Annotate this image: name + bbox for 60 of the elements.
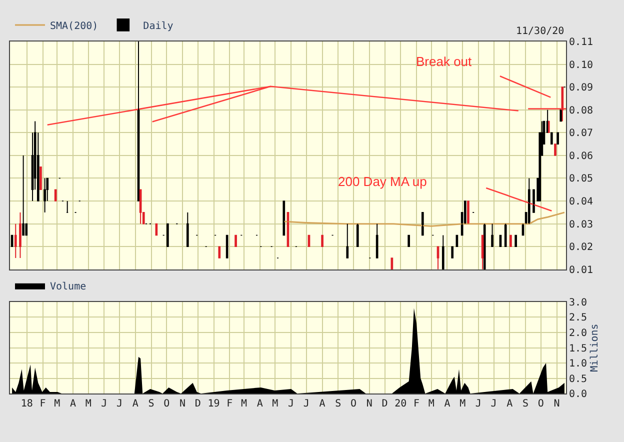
x-tick-label: J bbox=[475, 398, 482, 410]
x-tick-label: N bbox=[366, 398, 372, 410]
x-tick-label: M bbox=[54, 398, 60, 410]
x-tick-label: M bbox=[272, 398, 278, 410]
y-tick-label: 0.08 bbox=[569, 105, 594, 116]
y-tick-label: 0.06 bbox=[569, 150, 594, 162]
y-tick-label: 0.11 bbox=[569, 36, 594, 48]
x-tick-label: 18 bbox=[20, 398, 33, 410]
x-tick-label: M bbox=[240, 398, 247, 410]
x-tick-label: A bbox=[506, 398, 513, 410]
y-tick-label: 0.05 bbox=[569, 174, 594, 185]
x-tick-label: J bbox=[288, 398, 294, 410]
x-tick-label: J bbox=[101, 398, 108, 410]
y-tick-label: 0.0 bbox=[569, 389, 588, 400]
y-tick-label: 0.10 bbox=[569, 60, 594, 71]
x-tick-label: N bbox=[180, 398, 186, 410]
legend-label: Volume bbox=[50, 281, 86, 292]
x-tick-label: S bbox=[522, 398, 529, 410]
x-tick-label: O bbox=[538, 398, 544, 410]
y-tick-label: 1.5 bbox=[569, 343, 588, 354]
text: 11/30/20 bbox=[516, 26, 564, 37]
x-tick-label: O bbox=[350, 398, 357, 410]
x-tick-label: A bbox=[132, 398, 138, 410]
x-tick-label: D bbox=[382, 398, 388, 410]
y-tick-label: 1.0 bbox=[569, 358, 588, 370]
x-tick-label: A bbox=[319, 398, 326, 410]
y-tick-label: 0.02 bbox=[569, 242, 594, 254]
x-tick-label: A bbox=[70, 398, 76, 410]
legend-label: Daily bbox=[143, 20, 174, 32]
x-tick-label: 20 bbox=[394, 398, 407, 410]
x-tick-label: A bbox=[444, 398, 450, 410]
y-tick-label: 0.03 bbox=[569, 219, 594, 230]
y-tick-label: 0.09 bbox=[569, 82, 594, 94]
x-tick-label: S bbox=[335, 398, 342, 410]
x-tick-label: J bbox=[303, 398, 310, 410]
x-tick-label: J bbox=[490, 398, 497, 410]
y-tick-label: 0.04 bbox=[569, 196, 594, 208]
x-tick-label: M bbox=[85, 398, 92, 410]
x-tick-label: N bbox=[554, 398, 560, 410]
x-tick-label: F bbox=[413, 398, 420, 410]
x-tick-label: M bbox=[428, 398, 434, 410]
x-tick-label: D bbox=[194, 398, 201, 410]
x-tick-label: F bbox=[40, 398, 46, 410]
y-tick-label: 0.5 bbox=[569, 374, 588, 385]
x-tick-label: M bbox=[460, 398, 466, 410]
x-tick-label: S bbox=[148, 398, 154, 410]
y-tick-label: 2.5 bbox=[569, 312, 588, 324]
x-tick-label: 19 bbox=[208, 398, 220, 410]
y-tick-label: 3.0 bbox=[569, 297, 588, 308]
x-tick-label: O bbox=[164, 398, 170, 410]
x-tick-label: A bbox=[256, 398, 263, 410]
y-tick-label: 0.07 bbox=[569, 128, 594, 140]
y-tick-label: 0.01 bbox=[569, 264, 594, 276]
x-tick-label: F bbox=[226, 398, 233, 410]
annotation: 200 Day MA up bbox=[338, 174, 427, 189]
legend-label: SMA(200) bbox=[50, 20, 98, 32]
annotation: Break out bbox=[416, 54, 472, 69]
y-axis-title: Millions bbox=[590, 324, 601, 372]
y-tick-label: 2.0 bbox=[569, 328, 588, 339]
x-tick-label: J bbox=[116, 398, 123, 410]
